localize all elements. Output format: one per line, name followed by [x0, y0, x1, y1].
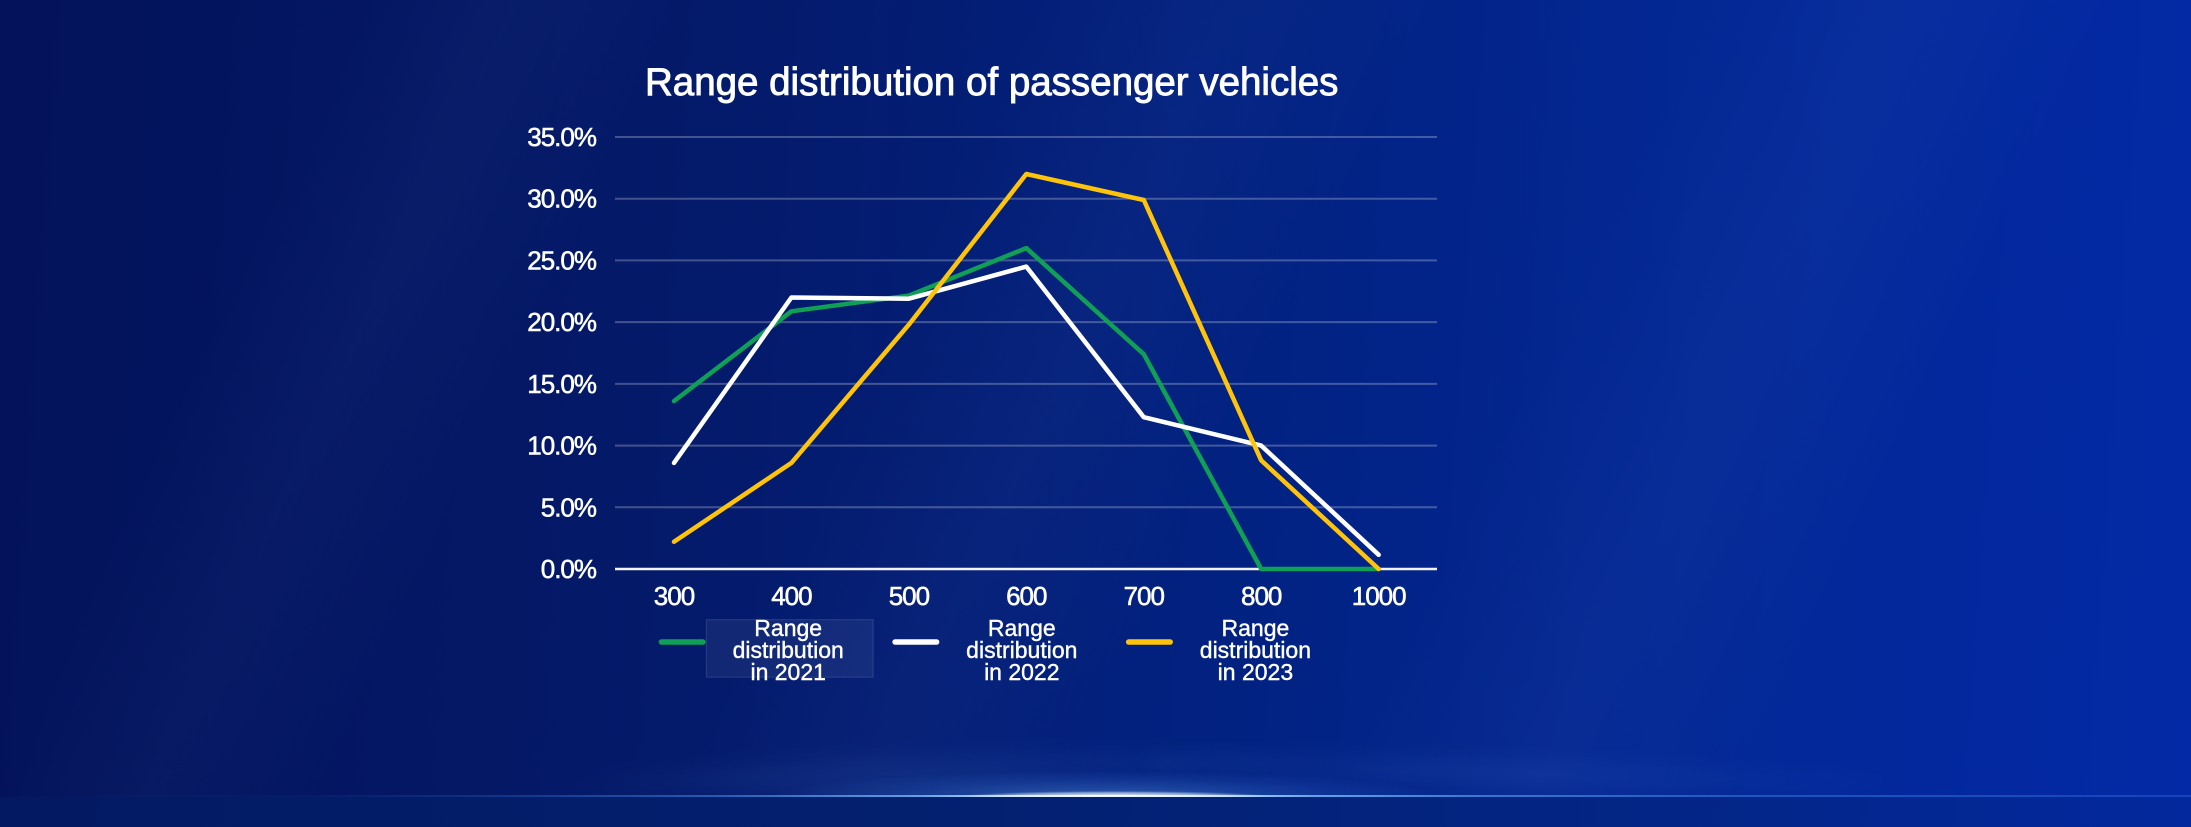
svg-text:1000: 1000: [1352, 581, 1406, 611]
svg-text:35.0%: 35.0%: [527, 122, 597, 152]
svg-text:300: 300: [654, 581, 695, 611]
svg-text:15.0%: 15.0%: [527, 369, 597, 399]
svg-text:800: 800: [1241, 581, 1282, 611]
svg-text:10.0%: 10.0%: [527, 431, 597, 461]
svg-text:500: 500: [889, 581, 930, 611]
svg-text:0.0%: 0.0%: [541, 554, 597, 584]
svg-text:Range distribution of passenge: Range distribution of passenger vehicles: [645, 61, 1338, 104]
svg-text:30.0%: 30.0%: [527, 184, 597, 214]
svg-text:20.0%: 20.0%: [527, 307, 597, 337]
svg-text:600: 600: [1006, 581, 1047, 611]
svg-text:25.0%: 25.0%: [527, 245, 597, 275]
svg-text:5.0%: 5.0%: [541, 492, 597, 522]
svg-text:400: 400: [771, 581, 812, 611]
svg-text:700: 700: [1124, 581, 1165, 611]
